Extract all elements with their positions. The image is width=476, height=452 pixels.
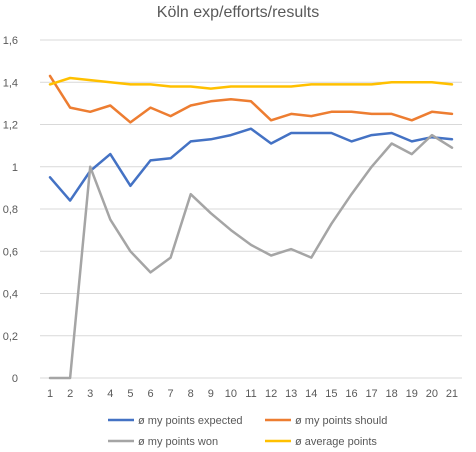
x-tick-label: 2 xyxy=(67,388,73,400)
series-line xyxy=(48,127,454,202)
x-tick-label: 12 xyxy=(265,388,277,400)
x-tick-label: 10 xyxy=(225,388,237,400)
y-tick-label: 1,6 xyxy=(3,35,18,47)
x-tick-label: 8 xyxy=(188,388,194,400)
legend-label: ø my points expected xyxy=(138,415,243,427)
y-tick-label: 1,4 xyxy=(3,77,18,89)
y-tick-label: 1,2 xyxy=(3,120,18,132)
series-line xyxy=(48,74,454,124)
y-tick-label: 0 xyxy=(12,373,18,385)
x-tick-label: 1 xyxy=(47,388,53,400)
legend-label: ø my points should xyxy=(295,415,387,427)
y-tick-label: 0,4 xyxy=(3,289,18,301)
y-tick-label: 0,8 xyxy=(3,204,18,216)
y-tick-label: 0,6 xyxy=(3,246,18,258)
x-tick-label: 5 xyxy=(127,388,133,400)
x-tick-label: 19 xyxy=(406,388,418,400)
x-tick-label: 14 xyxy=(305,388,317,400)
y-tick-label: 0,2 xyxy=(3,331,18,343)
x-tick-label: 16 xyxy=(345,388,357,400)
x-tick-label: 20 xyxy=(426,388,438,400)
x-tick-label: 21 xyxy=(446,388,458,400)
x-tick-label: 4 xyxy=(107,388,113,400)
y-tick-label: 1 xyxy=(12,162,18,174)
x-tick-label: 13 xyxy=(285,388,297,400)
x-tick-label: 6 xyxy=(147,388,153,400)
x-tick-label: 18 xyxy=(386,388,398,400)
x-tick-label: 7 xyxy=(168,388,174,400)
x-tick-label: 11 xyxy=(245,388,256,400)
x-tick-label: 15 xyxy=(325,388,337,400)
legend-label: ø my points won xyxy=(138,436,218,448)
legend-label: ø average points xyxy=(295,436,377,448)
x-tick-label: 9 xyxy=(208,388,214,400)
x-tick-label: 3 xyxy=(87,388,93,400)
x-tick-label: 17 xyxy=(365,388,377,400)
series-line xyxy=(48,76,454,90)
series-line xyxy=(48,133,454,380)
chart-title: Köln exp/efforts/results xyxy=(156,4,320,21)
